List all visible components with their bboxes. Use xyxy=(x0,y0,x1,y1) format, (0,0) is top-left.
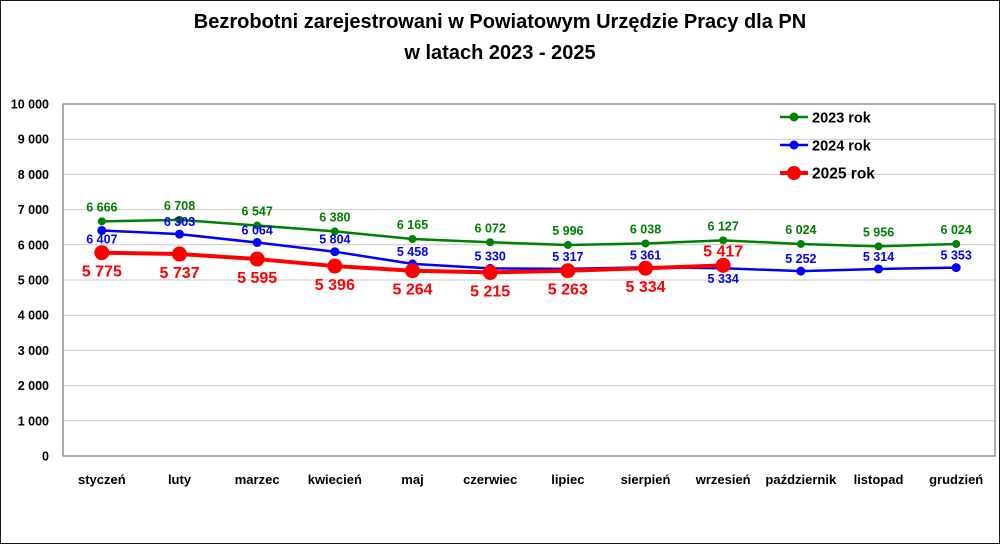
x-tick-label: lipiec xyxy=(551,472,584,487)
data-point xyxy=(405,263,420,279)
data-point xyxy=(97,225,107,235)
data-point xyxy=(951,263,961,273)
legend-label: 2025 rok xyxy=(812,166,875,183)
chart-title-line2: w latach 2023 - 2025 xyxy=(404,42,596,64)
data-label: 5 353 xyxy=(941,249,972,263)
x-tick-label: październik xyxy=(765,472,837,487)
data-label: 5 334 xyxy=(708,272,739,286)
data-point xyxy=(175,215,184,224)
legend-label: 2023 rok xyxy=(812,111,872,127)
x-tick-label: grudzień xyxy=(929,472,983,487)
data-point xyxy=(715,257,731,273)
data-label: 5 263 xyxy=(548,282,588,299)
y-tick-label: 6 000 xyxy=(18,238,49,252)
data-label: 5 396 xyxy=(315,277,355,294)
y-tick-label: 3 000 xyxy=(18,344,49,358)
data-point xyxy=(330,227,339,236)
data-label: 6 072 xyxy=(475,221,506,235)
data-label: 6 547 xyxy=(242,205,273,219)
series-line-2024-rok xyxy=(101,229,957,273)
data-label: 6 303 xyxy=(164,215,195,229)
data-point xyxy=(874,264,883,274)
data-label: 6 024 xyxy=(785,223,816,237)
series-line-2023-rok xyxy=(101,218,957,248)
y-tick-label: 10 000 xyxy=(11,98,49,112)
data-point xyxy=(796,266,806,276)
x-tick-label: sierpień xyxy=(621,472,671,487)
data-label: 5 775 xyxy=(82,264,122,281)
y-tick-label: 7 000 xyxy=(18,203,49,217)
x-tick-label: kwiecień xyxy=(308,472,362,487)
y-tick-label: 2 000 xyxy=(18,379,49,393)
data-label: 6 380 xyxy=(319,210,350,224)
y-tick-label: 9 000 xyxy=(18,133,49,147)
data-label: 6 064 xyxy=(242,224,273,238)
x-tick-label: listopad xyxy=(854,472,904,487)
data-label: 5 361 xyxy=(630,248,661,262)
data-label: 5 458 xyxy=(397,245,428,259)
data-point xyxy=(874,242,883,251)
legend-label: 2024 rok xyxy=(812,139,872,155)
y-tick-label: 5 000 xyxy=(18,274,49,288)
data-label: 5 264 xyxy=(392,282,432,299)
data-label: 5 956 xyxy=(863,225,894,239)
data-point xyxy=(327,258,343,274)
x-tick-label: luty xyxy=(168,472,192,487)
data-label: 6 038 xyxy=(630,222,661,236)
data-point xyxy=(641,239,650,248)
data-point xyxy=(94,245,110,261)
chart-title-line1: Bezrobotni zarejestrowani w Powiatowym U… xyxy=(193,11,807,33)
data-point xyxy=(330,247,340,257)
data-point xyxy=(719,236,728,245)
data-point xyxy=(952,239,961,248)
data-point xyxy=(638,260,653,276)
legend-marker-2023-rok xyxy=(789,112,799,122)
y-tick-label: 4 000 xyxy=(18,309,49,323)
data-label: 5 595 xyxy=(237,270,277,287)
x-tick-label: maj xyxy=(401,472,423,487)
data-point xyxy=(175,229,184,239)
data-point xyxy=(796,239,805,248)
data-point xyxy=(97,217,106,226)
data-point xyxy=(563,240,572,249)
data-label: 5 417 xyxy=(703,243,743,260)
data-point xyxy=(486,238,495,247)
data-point xyxy=(249,251,265,267)
data-label: 6 407 xyxy=(86,232,117,246)
data-label: 6 165 xyxy=(397,218,428,232)
y-tick-label: 0 xyxy=(42,450,49,464)
data-point xyxy=(252,238,262,248)
data-label: 6 666 xyxy=(86,200,117,214)
data-point xyxy=(253,221,262,230)
plot-border xyxy=(62,103,996,457)
y-tick-label: 8 000 xyxy=(18,168,49,182)
data-label: 6 024 xyxy=(941,223,972,237)
data-label: 6 708 xyxy=(164,199,195,213)
data-label: 5 804 xyxy=(319,233,350,247)
data-label: 5 996 xyxy=(552,224,583,238)
legend-marker-2025-rok xyxy=(787,166,801,180)
data-label: 6 127 xyxy=(708,219,739,233)
chart-title: Bezrobotni zarejestrowani w Powiatowym U… xyxy=(1,7,999,69)
x-tick-label: czerwiec xyxy=(463,472,517,487)
data-label: 5 317 xyxy=(552,250,583,264)
data-label: 5 330 xyxy=(475,249,506,263)
data-label: 5 252 xyxy=(785,252,816,266)
data-label: 5 215 xyxy=(470,283,510,300)
data-label: 5 737 xyxy=(159,265,199,282)
data-point xyxy=(408,234,417,243)
x-tick-label: wrzesień xyxy=(695,472,751,487)
data-label: 5 334 xyxy=(625,279,665,296)
data-point xyxy=(560,263,576,279)
x-tick-label: marzec xyxy=(235,472,280,487)
data-point xyxy=(482,264,498,280)
data-label: 5 314 xyxy=(863,250,894,264)
x-tick-label: styczeń xyxy=(78,472,126,487)
legend-marker-2024-rok xyxy=(789,140,799,150)
y-tick-label: 1 000 xyxy=(18,414,49,428)
data-point xyxy=(172,246,187,262)
